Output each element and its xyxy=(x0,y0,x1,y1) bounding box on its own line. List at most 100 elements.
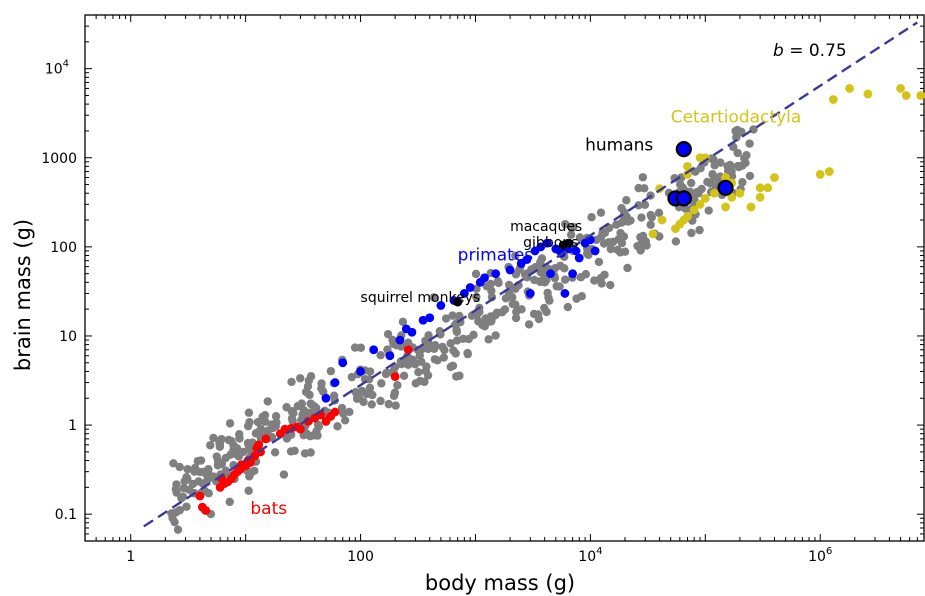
fit-label-value: = 0.75 xyxy=(784,41,847,61)
other-mammal-point xyxy=(172,488,181,497)
other-mammal-point xyxy=(424,331,433,340)
primates-point xyxy=(436,301,446,310)
label-gibbons: gibbons xyxy=(523,235,578,251)
cetartiodactyla-point xyxy=(896,84,905,93)
cetartiodactyla-point xyxy=(828,95,838,104)
primates-point xyxy=(480,273,489,283)
primates-point xyxy=(395,335,405,345)
other-mammal-point xyxy=(290,446,299,456)
other-mammal-point xyxy=(175,506,184,515)
other-mammal-point xyxy=(671,237,681,246)
primates-point xyxy=(338,358,348,368)
other-mammal-point xyxy=(577,291,587,301)
other-mammal-point xyxy=(221,453,230,463)
cetartiodactyla-point xyxy=(721,202,730,212)
other-mammal-point xyxy=(566,230,576,239)
cetartiodactyla-point xyxy=(755,192,765,202)
x-tick-label: 100 xyxy=(347,549,374,565)
other-mammal-point xyxy=(540,273,549,283)
y-tick-label: 10 xyxy=(59,329,77,345)
cetartiodactyla-point xyxy=(815,170,825,179)
other-mammal-point xyxy=(484,335,493,344)
other-mammal-point xyxy=(504,280,514,290)
great-apes-point xyxy=(717,179,734,196)
primates-point xyxy=(505,265,515,275)
other-mammal-point xyxy=(467,311,477,320)
primates-point xyxy=(425,313,435,323)
other-mammal-point xyxy=(738,178,747,187)
bats-point xyxy=(254,440,264,450)
other-mammal-point xyxy=(606,244,616,254)
primates-point xyxy=(418,315,428,325)
primates-point xyxy=(369,345,379,355)
other-mammal-point xyxy=(511,300,520,309)
other-mammal-point xyxy=(245,418,254,427)
other-mammal-point xyxy=(384,399,394,409)
y-tick-label: 1 xyxy=(68,418,77,434)
x-tick-label: 104 xyxy=(578,546,602,565)
primates-point xyxy=(321,393,331,403)
y-tick-label: 1000 xyxy=(41,151,77,167)
other-mammal-point xyxy=(167,509,176,518)
other-mammal-point xyxy=(289,408,298,418)
other-mammal-point xyxy=(244,408,254,417)
fit-label-variable: b xyxy=(773,41,784,61)
other-mammal-point xyxy=(448,311,457,320)
other-mammal-point xyxy=(638,173,648,182)
other-mammal-point xyxy=(365,367,375,376)
other-mammal-point xyxy=(314,422,324,431)
cetartiodactyla-point xyxy=(845,84,854,93)
other-mammal-point xyxy=(436,330,445,339)
other-mammal-point xyxy=(477,319,487,328)
cetartiodactyla-point xyxy=(710,188,719,198)
other-mammal-point xyxy=(417,357,426,366)
primates-point xyxy=(525,289,535,298)
other-mammal-point xyxy=(429,293,438,302)
primates-point xyxy=(542,238,552,248)
other-mammal-point xyxy=(512,307,521,317)
other-mammal-point xyxy=(552,282,561,291)
fit-label: b = 0.75 xyxy=(773,41,847,61)
other-mammal-point xyxy=(251,429,261,438)
other-mammal-point xyxy=(225,419,235,428)
other-mammal-point xyxy=(179,484,189,493)
other-mammal-point xyxy=(540,303,549,313)
other-mammal-point xyxy=(733,148,742,158)
label-squirrel-monkeys: squirrel monkeys xyxy=(361,290,481,306)
other-mammal-point xyxy=(487,286,496,296)
primates-point xyxy=(385,351,395,361)
other-mammal-point xyxy=(309,401,319,411)
other-mammal-point xyxy=(446,362,455,372)
bats-point xyxy=(330,407,340,417)
cetartiodactyla-point xyxy=(683,211,692,221)
bats-point xyxy=(296,424,305,434)
other-mammal-point xyxy=(188,479,198,489)
primates-point xyxy=(546,269,555,279)
other-mammal-point xyxy=(494,278,503,288)
other-mammal-point xyxy=(452,327,462,337)
other-mammal-point xyxy=(716,158,725,167)
other-mammal-point xyxy=(411,379,421,388)
other-mammal-point xyxy=(250,466,259,475)
label-bats: bats xyxy=(250,499,287,519)
other-mammal-point xyxy=(449,346,458,355)
other-mammal-point xyxy=(590,276,599,285)
other-mammal-point xyxy=(173,525,183,534)
other-mammal-point xyxy=(399,371,409,380)
cetartiodactyla-point xyxy=(648,229,658,239)
other-mammal-point xyxy=(464,334,473,344)
other-mammal-point xyxy=(206,441,215,450)
other-mammal-point xyxy=(587,213,596,222)
primates-point xyxy=(571,246,581,256)
fit-line-group xyxy=(143,21,918,528)
label-cetartiodactyla: Cetartiodactyla xyxy=(671,107,802,127)
primates-point xyxy=(522,255,532,264)
other-mammal-point xyxy=(317,379,326,388)
other-mammal-point xyxy=(511,313,521,323)
other-mammal-point xyxy=(745,171,755,181)
other-mammal-point xyxy=(376,350,385,360)
other-mammal-point xyxy=(439,353,449,362)
other-mammal-point xyxy=(681,204,690,213)
other-mammal-point xyxy=(235,430,244,439)
other-mammal-point xyxy=(524,320,534,329)
